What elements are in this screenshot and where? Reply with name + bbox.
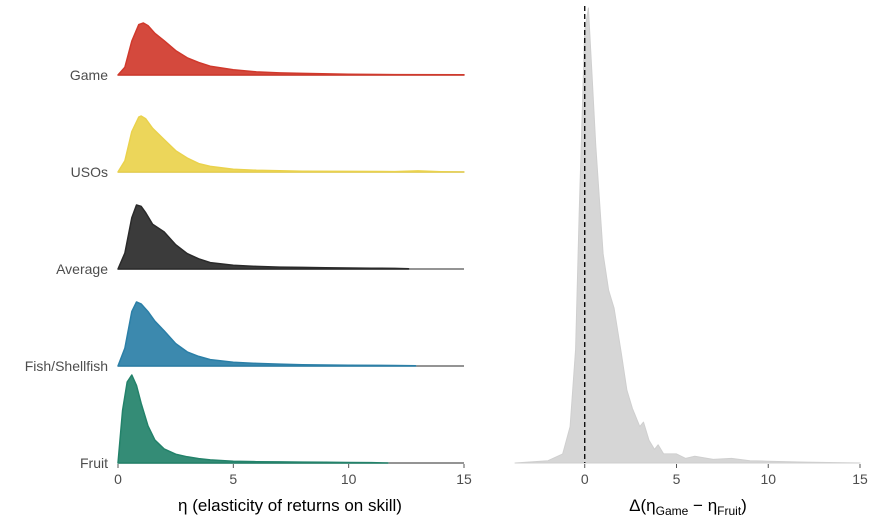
right-x-tick-label: 10 <box>760 471 776 487</box>
right-x-tick-label: 0 <box>581 471 589 487</box>
ridge-fruit: Fruit <box>80 374 464 471</box>
ridge-game: Game <box>70 22 465 83</box>
category-label-game: Game <box>70 67 108 83</box>
left-x-tick-label: 15 <box>456 471 472 487</box>
ridge-average: Average <box>56 204 464 277</box>
category-label-average: Average <box>56 261 108 277</box>
axis-title-segment: Δ(η <box>629 496 655 515</box>
ridge-fish-shellfish: Fish/Shellfish <box>25 301 464 374</box>
right-x-tick-label: 5 <box>673 471 681 487</box>
category-label-usos: USOs <box>71 164 108 180</box>
axis-title-segment: ) <box>741 496 747 515</box>
ridge-density-fish-shellfish <box>117 301 417 367</box>
ridge-density-game <box>117 22 465 76</box>
ridge-density-average <box>117 204 410 270</box>
difference-density-area <box>514 7 861 464</box>
left-x-tick-label: 0 <box>114 471 122 487</box>
category-label-fruit: Fruit <box>80 455 108 471</box>
ridge-density-fruit <box>117 374 389 464</box>
ridgeline-panel: Game USOs Average Fish/Shellfish Fruit 0 5 10 15 <box>25 22 472 487</box>
ridge-density-usos <box>117 115 465 173</box>
left-x-tick-label: 5 <box>229 471 237 487</box>
difference-density-panel: 0 5 10 15 <box>514 6 868 487</box>
ridge-usos: USOs <box>71 115 465 180</box>
axis-title-subscript: Game <box>656 504 689 518</box>
axis-title-subscript: Fruit <box>717 504 742 518</box>
right-x-axis-title: Δ(ηGame − ηFruit) <box>629 496 747 518</box>
axis-title-segment: − η <box>688 496 717 515</box>
right-x-tick-label: 15 <box>852 471 868 487</box>
left-x-axis-title: η (elasticity of returns on skill) <box>178 496 402 515</box>
left-x-tick-label: 10 <box>341 471 357 487</box>
category-label-fish-shellfish: Fish/Shellfish <box>25 358 108 374</box>
